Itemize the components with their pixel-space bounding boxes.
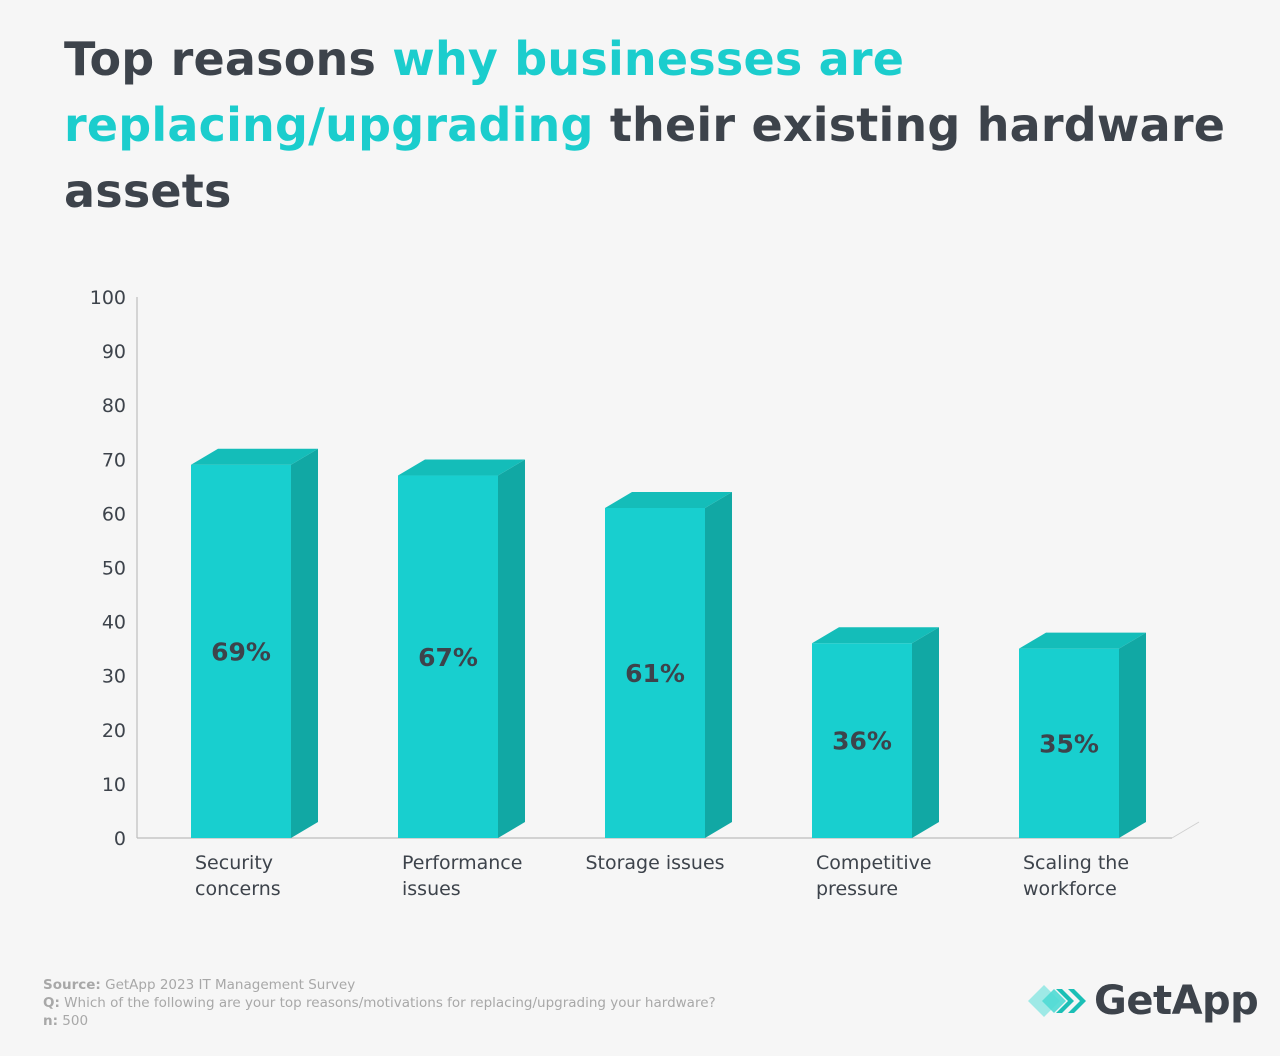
logo-text: GetApp [1094, 978, 1259, 1024]
bar-top [812, 627, 939, 644]
x-category-label: Scaling the [1023, 852, 1129, 874]
getapp-logo: GetApp [1028, 978, 1259, 1024]
y-tick-label: 100 [90, 287, 126, 309]
question-line: Q: Which of the following are your top r… [43, 994, 716, 1012]
bar-top [398, 459, 525, 476]
data-label: 67% [418, 643, 478, 672]
y-tick-label: 0 [114, 828, 126, 850]
x-category-label: Performance [402, 852, 522, 874]
x-category-label: concerns [195, 878, 281, 900]
x-category-label: workforce [1023, 878, 1117, 900]
source-line: Source: GetApp 2023 IT Management Survey [43, 976, 716, 994]
y-tick-label: 20 [102, 720, 126, 742]
chart-title: Top reasons why businesses are replacing… [64, 26, 1244, 224]
y-tick-label: 30 [102, 666, 126, 688]
bar [191, 464, 291, 838]
title-highlight: why businesses are replacing/upgrading [64, 32, 905, 152]
bar-top [191, 448, 318, 465]
data-label: 36% [832, 727, 892, 756]
question-label: Q: [43, 995, 60, 1011]
title-part1: Top reasons [64, 32, 393, 86]
bar-top [1019, 632, 1146, 649]
bar-top [605, 491, 732, 508]
x-category-label: Storage issues [585, 852, 724, 874]
sample-size-label: n: [43, 1013, 59, 1029]
y-tick-label: 90 [102, 341, 126, 363]
bar-side [498, 459, 525, 838]
source-label: Source: [43, 977, 101, 993]
y-tick-label: 50 [102, 558, 126, 580]
bar [1019, 648, 1119, 838]
sample-size-line: n: 500 [43, 1012, 716, 1030]
title-part2: their existing hardware assets [64, 98, 1226, 218]
footer-notes: Source: GetApp 2023 IT Management Survey… [43, 976, 716, 1030]
sample-size-text: 500 [58, 1013, 89, 1029]
bar-side [291, 448, 318, 838]
bar-side [912, 627, 939, 838]
x-category-label: pressure [816, 878, 898, 900]
data-label: 69% [211, 637, 271, 666]
bar [812, 643, 912, 838]
question-text: Which of the following are your top reas… [59, 995, 716, 1011]
bar-chart: 0 10 20 30 40 50 60 70 80 90 100 69% Security concern… [90, 287, 1200, 900]
getapp-chevrons-icon [1028, 985, 1086, 1017]
x-category-label: issues [402, 878, 461, 900]
y-tick-label: 80 [102, 395, 126, 417]
x-category-label: Competitive [816, 852, 932, 874]
data-label: 35% [1039, 729, 1099, 758]
bar [398, 475, 498, 838]
y-tick-label: 60 [102, 503, 126, 525]
bar-side [705, 491, 732, 838]
x-category-label: Security [195, 852, 273, 874]
y-tick-label: 70 [102, 449, 126, 471]
floor-edge [1171, 821, 1200, 839]
bar-side [1119, 632, 1146, 838]
bar [605, 507, 705, 838]
source-text: GetApp 2023 IT Management Survey [100, 977, 356, 993]
y-tick-label: 10 [102, 774, 126, 796]
y-tick-label: 40 [102, 612, 126, 634]
data-label: 61% [625, 659, 685, 688]
